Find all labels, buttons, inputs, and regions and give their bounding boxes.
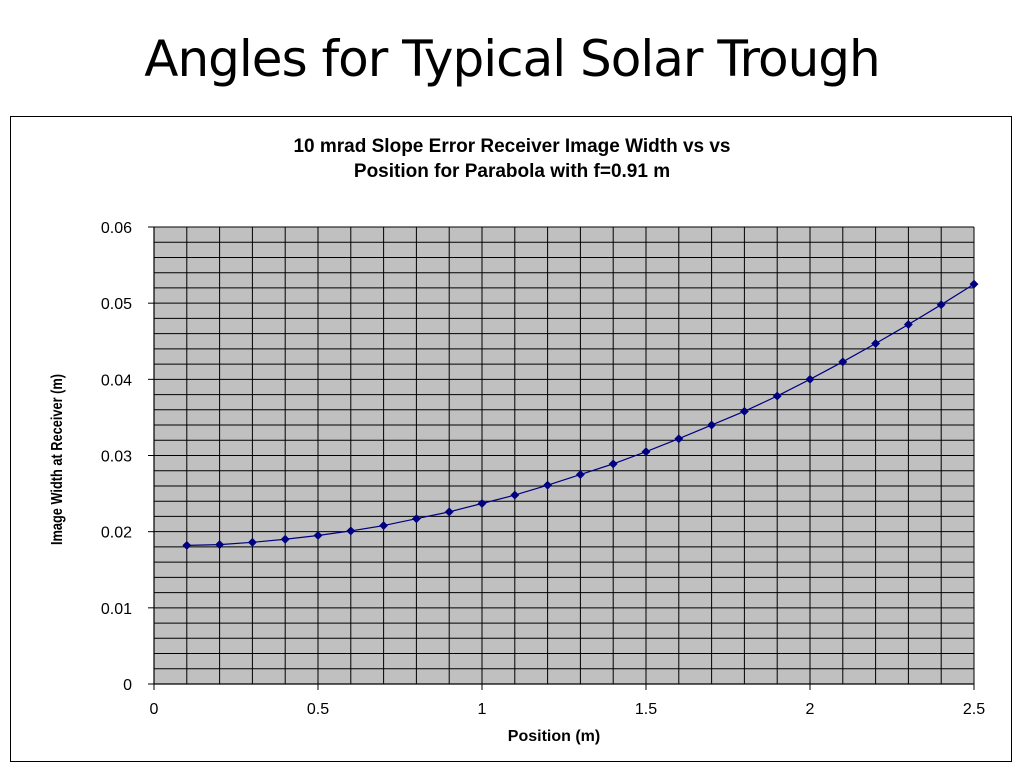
data-point — [707, 420, 717, 430]
y-tick-label: 0.02 — [101, 525, 132, 542]
data-point — [411, 514, 421, 524]
data-point — [346, 526, 356, 536]
data-point — [903, 319, 913, 330]
x-tick-label: 1 — [478, 701, 487, 718]
x-tick-label: 2.5 — [963, 701, 985, 718]
data-point — [379, 521, 389, 531]
data-point — [313, 530, 323, 541]
data-point — [805, 374, 815, 384]
data-point — [575, 469, 585, 480]
y-tick-label: 0 — [123, 677, 132, 694]
data-point — [772, 391, 782, 401]
x-tick-label: 1.5 — [635, 701, 657, 718]
data-point — [838, 357, 848, 367]
data-point — [215, 540, 225, 550]
chart-title-line: 10 mrad Slope Error Receiver Image Width… — [293, 136, 730, 157]
data-point — [543, 480, 553, 490]
y-tick-label: 0.05 — [101, 296, 132, 313]
data-point — [608, 459, 618, 469]
x-tick-label: 2 — [806, 701, 815, 718]
gridlines — [154, 226, 975, 684]
data-series — [182, 279, 979, 550]
data-point — [477, 498, 487, 509]
data-point — [510, 490, 520, 500]
x-axis-label: Position (m) — [508, 728, 600, 745]
data-point — [641, 447, 651, 457]
data-point — [182, 540, 192, 550]
data-point — [247, 537, 257, 547]
y-tick-label: 0.04 — [101, 372, 132, 389]
chart-title-line: Position for Parabola with f=0.91 m — [354, 161, 670, 182]
data-point — [444, 507, 454, 517]
y-axis-label: Image Width at Receiver (m) — [49, 374, 67, 545]
data-point — [674, 434, 684, 444]
y-tick-label: 0.06 — [101, 220, 132, 237]
y-tick-label: 0.03 — [101, 449, 132, 466]
data-point — [969, 279, 979, 289]
x-tick-label: 0 — [150, 701, 159, 718]
y-tick-label: 0.01 — [101, 601, 132, 618]
data-point — [871, 338, 881, 349]
tick-labels: 0 0.01 0.02 0.03 0.04 0.05 0.06 0 0.5 1 1.5 2 2.5 — [101, 220, 985, 718]
data-point — [936, 300, 946, 310]
x-tick-label: 0.5 — [307, 701, 329, 718]
data-point — [280, 534, 290, 544]
slide-title: Angles for Typical Solar Trough — [144, 30, 880, 88]
data-point — [739, 406, 749, 416]
chart-title: 10 mrad Slope Error Receiver Image Width… — [293, 136, 730, 182]
